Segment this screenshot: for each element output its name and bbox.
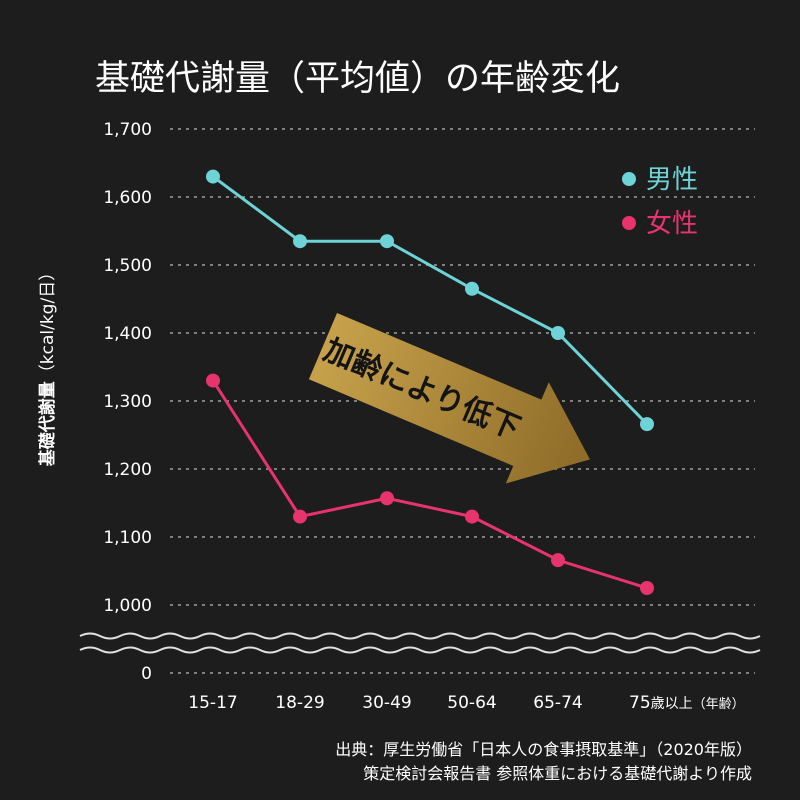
legend-marker-female (622, 216, 636, 230)
y-axis-label-main: 基礎代謝量 (37, 381, 58, 467)
data-point (465, 509, 479, 524)
data-point (293, 509, 307, 524)
legend-label-female: 女性 (646, 209, 698, 239)
trend-arrow: 加齢により低下 (308, 312, 590, 484)
x-tick-label: 18-29 (275, 693, 324, 713)
x-tick-label: 50-64 (447, 693, 496, 713)
y-axis-label: 基礎代謝量（kcal/kg/日） (37, 264, 58, 467)
data-point (640, 581, 654, 595)
data-point (551, 326, 565, 340)
x-axis-unit: （年齢） (693, 697, 745, 712)
source-line-1: 出典：厚生労働省「日本人の食事摂取基準」（2020年版） (335, 740, 752, 759)
y-tick-label: 1,100 (103, 528, 152, 548)
series-line-male (212, 175, 649, 426)
chart-title: 基礎代謝量（平均値）の年齢変化 (95, 59, 620, 99)
y-tick-label: 1,600 (103, 188, 152, 208)
axis-break-wave (79, 646, 761, 654)
legend: 男性 女性 (622, 165, 698, 239)
y-axis-label-unit: （kcal/kg/日） (38, 264, 58, 381)
x-tick-label: 30-49 (362, 693, 411, 713)
x-tick-label: 15-17 (188, 693, 237, 713)
trend-arrow-shape (308, 312, 590, 484)
gridlines (170, 128, 755, 674)
y-tick-label: 1,500 (103, 256, 152, 276)
y-tick-label: 1,300 (103, 392, 152, 412)
data-point (380, 234, 394, 249)
data-point (551, 553, 565, 568)
axis-break-wave (79, 632, 761, 640)
data-point (380, 491, 394, 506)
series-layer (206, 169, 654, 595)
y-axis-ticks: 1,700 1,600 1,500 1,400 1,300 1,200 1,100 1,000… (103, 120, 152, 684)
legend-label-male: 男性 (646, 165, 698, 195)
y-tick-label: 1,200 (103, 460, 152, 480)
x-tick-suffix: 歳以上 (651, 696, 693, 712)
x-tick-label: 65-74 (533, 693, 582, 713)
y-tick-label: 1,400 (103, 324, 152, 344)
x-tick-value: 75 (629, 693, 651, 713)
y-tick-label: 1,700 (103, 120, 152, 140)
source-line-2: 策定検討会報告書 参照体重における基礎代謝より作成 (363, 764, 752, 783)
y-tick-label: 1,000 (103, 596, 152, 616)
x-tick-label: 75歳以上（年齢） (629, 693, 745, 713)
data-point (293, 234, 307, 249)
data-point (640, 417, 654, 432)
legend-marker-male (622, 172, 636, 186)
axis-break (79, 632, 761, 654)
data-point (206, 373, 220, 388)
y-tick-label: 0 (141, 664, 152, 684)
series-line-female (211, 379, 648, 590)
data-point (465, 281, 479, 296)
x-axis-ticks: 15-17 18-29 30-49 50-64 65-74 75歳以上（年齢） (188, 693, 744, 713)
data-point (206, 169, 220, 184)
